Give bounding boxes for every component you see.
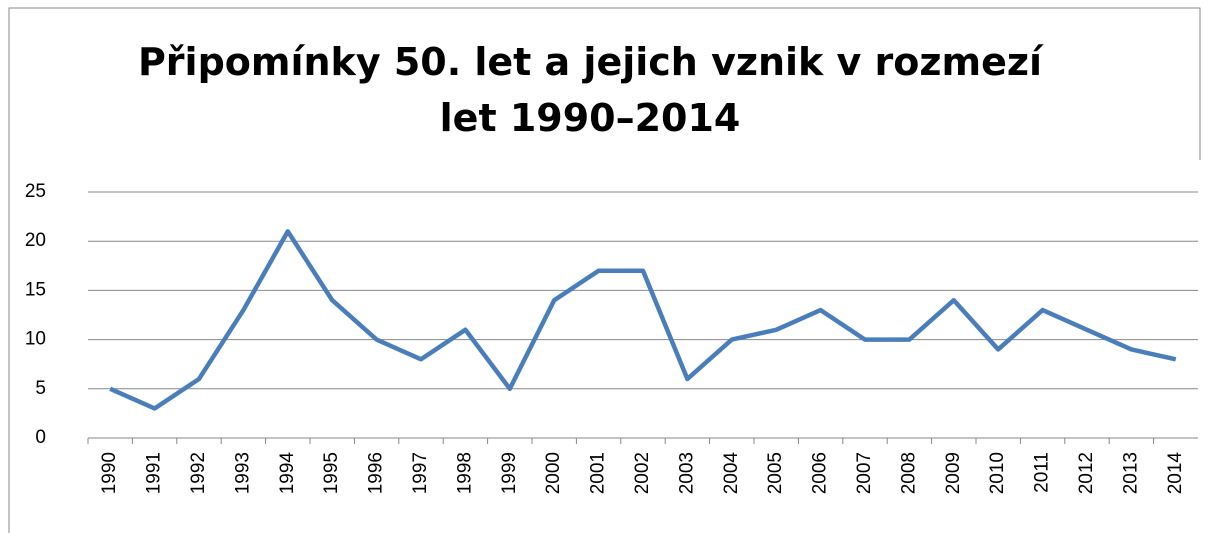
y-tick-label: 20 <box>25 230 46 251</box>
y-tick-label: 10 <box>25 329 46 350</box>
x-tick-label: 1991 <box>144 452 165 494</box>
y-tick-label: 15 <box>25 279 46 300</box>
x-tick-label: 2009 <box>943 452 964 494</box>
x-tick-label: 2012 <box>1076 452 1097 494</box>
x-tick-label: 2010 <box>987 452 1008 494</box>
y-tick-label: 0 <box>35 427 46 448</box>
x-tick-label: 2001 <box>588 452 609 494</box>
data-line <box>109 229 1177 411</box>
x-tick-label: 1995 <box>321 452 342 494</box>
x-tick-label: 2000 <box>543 452 564 494</box>
x-tick-label: 2004 <box>721 452 742 495</box>
x-tick-label: 2007 <box>854 452 875 494</box>
x-tick-label: 2002 <box>632 452 653 494</box>
x-tick-label: 2008 <box>898 452 919 494</box>
x-tick-label: 2013 <box>1120 452 1141 494</box>
frame-border <box>8 7 1201 533</box>
x-tick-label: 2006 <box>810 452 831 494</box>
x-tick-label: 2005 <box>765 452 786 494</box>
y-tick-label: 5 <box>35 378 46 399</box>
y-tick-label: 25 <box>25 181 46 202</box>
x-tick-label: 2014 <box>1165 452 1186 495</box>
x-tick-label: 2011 <box>1032 452 1053 493</box>
x-tick-label: 1997 <box>410 452 431 494</box>
x-tick-label: 1996 <box>366 452 387 494</box>
x-tick-label: 1994 <box>277 452 298 495</box>
chart-title: Připomínky 50. let a jejich vznik v rozm… <box>137 40 1043 140</box>
x-tick-label: 1998 <box>454 452 475 494</box>
x-tick-label: 2003 <box>676 452 697 494</box>
x-tick-label: 1993 <box>232 452 253 494</box>
x-tick-label: 1999 <box>499 452 520 494</box>
x-tick-label: 1990 <box>99 452 120 494</box>
x-tick-label: 1992 <box>188 452 209 494</box>
